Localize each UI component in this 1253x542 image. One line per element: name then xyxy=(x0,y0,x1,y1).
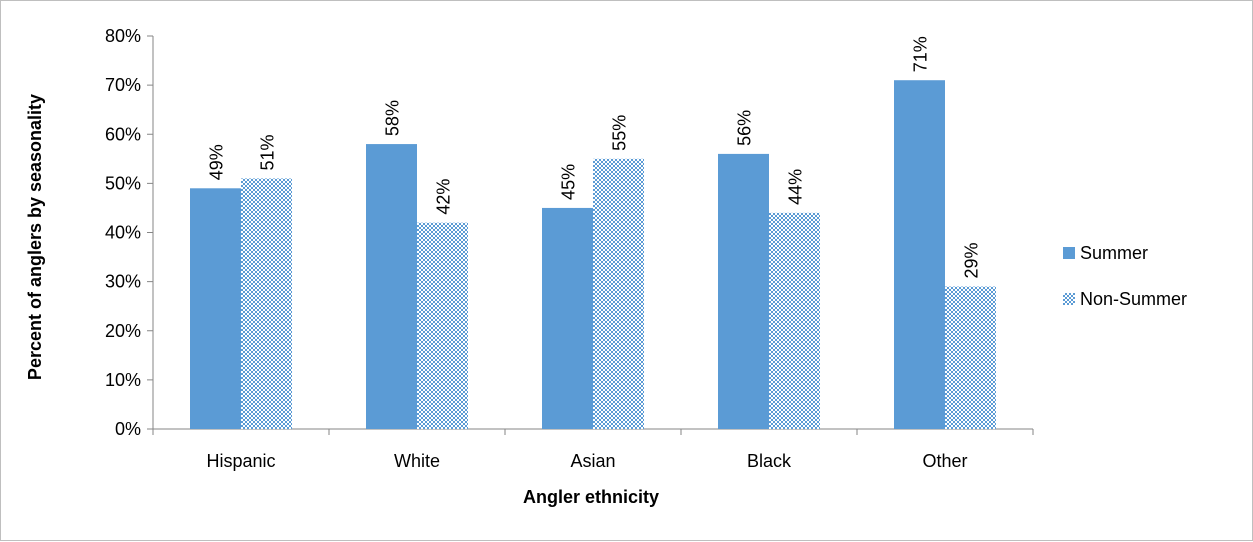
x-tick-label: White xyxy=(394,451,440,471)
y-tick-label: 30% xyxy=(105,272,141,292)
bar-summer-black xyxy=(718,153,769,429)
legend-label: Summer xyxy=(1080,243,1148,263)
x-tick-label: Other xyxy=(922,451,967,471)
x-axis-title: Angler ethnicity xyxy=(523,487,659,507)
bar-non-summer-hispanic xyxy=(241,178,292,429)
bar-non-summer-black xyxy=(769,212,820,429)
axes: 0% 10% 20% 30% 40% 50% 60% 70% 80% Hispanic White A… xyxy=(105,26,1034,471)
y-tick-label: 10% xyxy=(105,370,141,390)
data-label: 56% xyxy=(735,110,755,146)
data-labels: 49% 58% 45% 56% 71% 51% 42% 55% 44% 29% xyxy=(207,36,982,278)
legend: Summer Non-Summer xyxy=(1063,243,1187,309)
x-tick-label: Asian xyxy=(570,451,615,471)
x-tick-label: Black xyxy=(747,451,792,471)
y-tick-label: 20% xyxy=(105,321,141,341)
data-label: 55% xyxy=(610,115,630,151)
legend-swatch xyxy=(1063,247,1075,259)
bar-summer-white xyxy=(366,144,417,429)
data-label: 51% xyxy=(258,134,278,170)
y-axis-title: Percent of anglers by seasonality xyxy=(25,94,45,380)
x-tick-label: Hispanic xyxy=(206,451,275,471)
y-tick-label: 70% xyxy=(105,75,141,95)
y-tick-label: 50% xyxy=(105,173,141,193)
bar-non-summer-asian xyxy=(593,158,644,429)
data-label: 58% xyxy=(383,100,403,136)
data-label: 44% xyxy=(786,169,806,205)
bar-non-summer-white xyxy=(417,222,468,429)
legend-label: Non-Summer xyxy=(1080,289,1187,309)
data-label: 29% xyxy=(962,243,982,279)
y-tick-label: 80% xyxy=(105,26,141,46)
bar-summer-other xyxy=(894,80,945,430)
y-tick-label: 40% xyxy=(105,223,141,243)
y-tick-label: 0% xyxy=(115,419,141,439)
data-label: 49% xyxy=(207,144,227,180)
data-label: 42% xyxy=(434,179,454,215)
legend-swatch xyxy=(1063,293,1075,305)
bar-non-summer-other xyxy=(945,286,996,429)
bars xyxy=(190,80,996,430)
bar-summer-asian xyxy=(542,207,593,429)
data-label: 71% xyxy=(911,36,931,72)
data-label: 45% xyxy=(559,164,579,200)
y-tick-label: 60% xyxy=(105,124,141,144)
bar-summer-hispanic xyxy=(190,188,241,429)
